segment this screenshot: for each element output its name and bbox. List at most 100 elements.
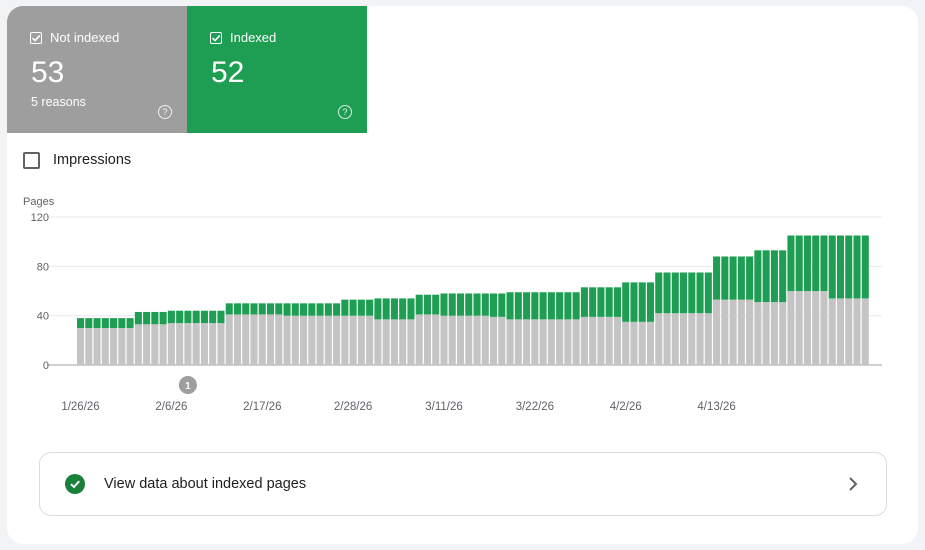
indexed-bar[interactable] xyxy=(258,303,266,315)
not-indexed-bar[interactable] xyxy=(324,315,332,365)
not-indexed-bar[interactable] xyxy=(291,315,299,365)
not-indexed-bar[interactable] xyxy=(134,324,142,365)
indexed-bar[interactable] xyxy=(159,311,167,325)
not-indexed-bar[interactable] xyxy=(283,315,291,365)
indexed-bar[interactable] xyxy=(531,292,539,320)
not-indexed-bar[interactable] xyxy=(357,315,365,365)
indexed-bar[interactable] xyxy=(613,287,621,317)
indexed-bar[interactable] xyxy=(539,292,547,320)
indexed-bar[interactable] xyxy=(704,272,712,314)
indexed-bar[interactable] xyxy=(374,298,382,320)
impressions-checkbox[interactable] xyxy=(23,151,40,169)
indexed-bar[interactable] xyxy=(300,303,308,316)
indexed-bar[interactable] xyxy=(580,287,588,317)
indexed-bar[interactable] xyxy=(184,310,192,324)
indexed-bar[interactable] xyxy=(671,272,679,314)
indexed-bar[interactable] xyxy=(366,299,374,316)
indexed-bar[interactable] xyxy=(349,299,357,316)
not-indexed-bar[interactable] xyxy=(333,315,341,365)
indexed-bar[interactable] xyxy=(110,318,118,328)
indexed-bar[interactable] xyxy=(729,256,737,300)
not-indexed-bar[interactable] xyxy=(597,316,605,365)
indexed-bar[interactable] xyxy=(118,318,126,328)
annotation-circle[interactable] xyxy=(178,376,197,394)
indexed-bar[interactable] xyxy=(192,310,200,324)
not-indexed-bar[interactable] xyxy=(308,315,316,365)
not-indexed-bar[interactable] xyxy=(737,299,745,365)
not-indexed-bar[interactable] xyxy=(233,314,242,365)
indexed-bar[interactable] xyxy=(209,310,217,324)
indexed-bar[interactable] xyxy=(680,272,688,314)
not-indexed-bar[interactable] xyxy=(547,319,555,365)
not-indexed-bar[interactable] xyxy=(200,323,208,365)
checkbox-icon[interactable] xyxy=(30,32,42,44)
not-indexed-bar[interactable] xyxy=(729,299,737,365)
indexed-bar[interactable] xyxy=(754,250,762,303)
indexed-bar[interactable] xyxy=(861,235,869,299)
indexed-bar[interactable] xyxy=(688,272,696,314)
not-indexed-bar[interactable] xyxy=(390,319,398,365)
view-indexed-pages-button[interactable]: View data about indexed pages xyxy=(39,452,887,516)
not-indexed-bar[interactable] xyxy=(556,319,564,365)
indexed-bar[interactable] xyxy=(176,310,184,324)
not-indexed-bar[interactable] xyxy=(300,315,308,365)
not-indexed-bar[interactable] xyxy=(440,315,448,365)
not-indexed-bar[interactable] xyxy=(861,298,869,365)
indexed-bar[interactable] xyxy=(770,250,778,303)
not-indexed-bar[interactable] xyxy=(539,319,547,365)
not-indexed-bar[interactable] xyxy=(118,328,126,365)
not-indexed-bar[interactable] xyxy=(531,319,539,365)
not-indexed-bar[interactable] xyxy=(671,313,679,365)
not-indexed-bar[interactable] xyxy=(242,314,250,365)
not-indexed-bar[interactable] xyxy=(613,316,621,365)
not-indexed-bar[interactable] xyxy=(159,324,167,365)
indexed-bar[interactable] xyxy=(556,292,564,320)
not-indexed-bar[interactable] xyxy=(143,324,151,365)
not-indexed-bar[interactable] xyxy=(167,323,175,365)
indexed-bar[interactable] xyxy=(646,282,655,322)
annotation-marker[interactable]: 1 xyxy=(178,376,197,394)
not-indexed-bar[interactable] xyxy=(803,291,811,365)
indexed-bar[interactable] xyxy=(242,303,250,315)
not-indexed-bar[interactable] xyxy=(605,316,613,365)
indexed-bar[interactable] xyxy=(266,303,275,315)
indexed-bar[interactable] xyxy=(762,250,770,303)
not-indexed-bar[interactable] xyxy=(514,319,522,365)
not-indexed-bar[interactable] xyxy=(754,302,762,365)
not-indexed-bar[interactable] xyxy=(423,314,431,365)
not-indexed-bar[interactable] xyxy=(820,291,828,365)
indexed-bar[interactable] xyxy=(432,294,440,315)
indexed-bar[interactable] xyxy=(820,235,828,292)
not-indexed-bar[interactable] xyxy=(184,323,192,365)
not-indexed-bar[interactable] xyxy=(225,314,233,365)
not-indexed-bar[interactable] xyxy=(93,328,101,365)
indexed-bar[interactable] xyxy=(448,293,456,316)
indexed-bar[interactable] xyxy=(440,293,448,316)
not-indexed-bar[interactable] xyxy=(696,313,704,365)
indexed-bar[interactable] xyxy=(787,235,795,292)
indexed-bar[interactable] xyxy=(225,303,233,315)
indexed-bar[interactable] xyxy=(564,292,572,320)
indexed-bar[interactable] xyxy=(101,318,109,328)
not-indexed-bar[interactable] xyxy=(655,313,663,365)
not-indexed-bar[interactable] xyxy=(622,321,630,365)
not-indexed-bar[interactable] xyxy=(209,323,217,365)
not-indexed-bar[interactable] xyxy=(176,323,184,365)
indexed-bar[interactable] xyxy=(390,298,398,320)
indexed-bar[interactable] xyxy=(399,298,407,320)
not-indexed-bar[interactable] xyxy=(638,321,646,365)
indexed-bar[interactable] xyxy=(316,303,324,316)
help-icon[interactable]: ? xyxy=(158,105,172,119)
not-indexed-bar[interactable] xyxy=(349,315,357,365)
not-indexed-bar[interactable] xyxy=(126,328,134,365)
not-indexed-bar[interactable] xyxy=(275,314,283,365)
not-indexed-bar[interactable] xyxy=(192,323,200,365)
indexed-bar[interactable] xyxy=(498,293,506,317)
not-indexed-bar[interactable] xyxy=(399,319,407,365)
help-icon[interactable]: ? xyxy=(338,105,352,119)
not-indexed-bar[interactable] xyxy=(266,314,275,365)
indexed-bar[interactable] xyxy=(572,292,580,320)
not-indexed-tile[interactable]: Not indexed 53 5 reasons ? xyxy=(7,6,187,133)
indexed-bar[interactable] xyxy=(622,282,630,322)
indexed-bar[interactable] xyxy=(143,311,151,325)
